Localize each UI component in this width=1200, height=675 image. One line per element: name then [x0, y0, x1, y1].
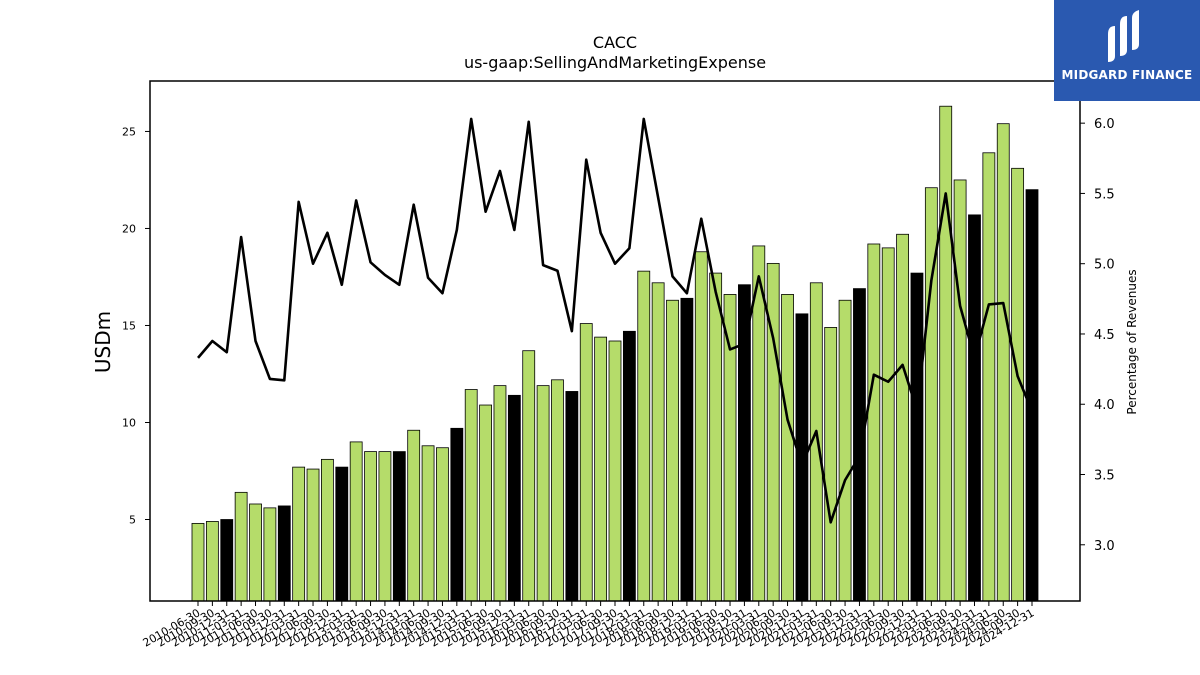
y2-tick-label: 3.0: [1094, 539, 1115, 554]
bar-2014-12-31: [450, 427, 464, 602]
brand-logo: MIDGARD FINANCE: [1054, 0, 1200, 101]
bar-2016-03-31: [522, 350, 536, 602]
y2-tick-label: 5.0: [1094, 258, 1115, 273]
bars-group: [191, 105, 1039, 602]
bar-2016-06-30: [536, 385, 550, 602]
bar-2015-06-30: [479, 404, 492, 602]
y2-tick-label: 4.0: [1094, 398, 1115, 413]
y2-axis-label: Percentage of Revenues: [1125, 269, 1139, 414]
bar-2022-09-30: [896, 233, 909, 602]
pct-revenues-line-group: [197, 117, 1034, 524]
bar-2012-12-31: [335, 466, 349, 602]
bar-2018-09-30: [666, 299, 679, 602]
bar-2023-12-31: [968, 214, 981, 602]
bar-2015-09-30: [493, 385, 507, 602]
bar-2019-06-30: [709, 272, 723, 602]
bar-2018-06-30: [651, 282, 665, 602]
bar-2017-03-31: [579, 323, 593, 602]
bar-2012-06-30: [306, 468, 320, 602]
bar-2014-06-30: [421, 445, 435, 602]
bar-2019-09-30: [723, 294, 737, 602]
bar-2017-09-30: [608, 340, 622, 602]
bar-2022-12-31: [910, 272, 924, 602]
brand-logo-text: MIDGARD FINANCE: [1061, 68, 1193, 82]
bar-2018-03-31: [637, 270, 651, 602]
bar-2010-09-30: [205, 521, 219, 602]
midgard-logo-icon: [1108, 10, 1139, 62]
y2-tick-label: 4.5: [1094, 328, 1115, 343]
bar-2011-09-30: [263, 507, 277, 602]
y-axis-right: 3.0 3.5 4.0 4.5 5.0 5.5 6.0: [1080, 117, 1115, 554]
bar-2024-06-30: [996, 123, 1010, 602]
bar-2010-12-31: [220, 519, 234, 602]
x-axis: 2010-06-302010-09-302010-12-312011-03-31…: [141, 601, 1037, 650]
y-axis-left: 5 10 15 20 25: [122, 125, 150, 527]
bar-2017-06-30: [594, 336, 608, 602]
bar-2016-09-30: [551, 379, 564, 602]
bar-2018-12-31: [680, 297, 694, 602]
bar-2022-03-31: [867, 243, 881, 602]
bar-2020-06-30: [766, 262, 780, 602]
bar-2012-03-31: [292, 466, 306, 602]
chart-subtitle: us-gaap:SellingAndMarketingExpense: [464, 53, 766, 72]
bar-2021-09-30: [838, 299, 852, 602]
bar-2024-03-31: [982, 152, 996, 602]
bar-2020-09-30: [781, 294, 794, 602]
bar-2013-06-30: [364, 451, 377, 602]
y-tick-label: 10: [122, 416, 136, 429]
bar-2016-12-31: [565, 391, 579, 602]
bar-2014-09-30: [436, 447, 449, 602]
bar-2021-12-31: [853, 288, 866, 602]
bar-2022-06-30: [881, 247, 895, 602]
bar-2013-12-31: [392, 451, 406, 602]
bar-2011-12-31: [277, 505, 291, 602]
bar-2015-03-31: [464, 389, 478, 602]
y-tick-label: 20: [122, 222, 136, 235]
y2-tick-label: 5.5: [1094, 187, 1115, 202]
bar-2023-06-30: [939, 105, 953, 602]
y2-tick-label: 3.5: [1094, 469, 1115, 484]
bar-2019-12-31: [738, 284, 751, 602]
bar-2013-09-30: [378, 451, 392, 602]
bar-2010-06-30: [191, 522, 205, 602]
y-tick-label: 25: [122, 125, 136, 138]
bar-2021-06-30: [824, 327, 838, 602]
chart-title: CACC: [593, 33, 637, 52]
y-axis-label: USDm: [91, 311, 115, 373]
bar-2023-09-30: [953, 179, 967, 602]
bar-2013-03-31: [349, 441, 363, 602]
pct-revenues-line: [197, 117, 1034, 524]
bar-2024-12-31: [1025, 189, 1039, 602]
bar-2017-12-31: [622, 330, 636, 602]
bar-2019-03-31: [694, 251, 708, 602]
y-tick-label: 15: [122, 319, 136, 332]
bar-2015-12-31: [507, 394, 521, 602]
y2-tick-label: 6.0: [1094, 117, 1115, 132]
y-tick-label: 5: [129, 514, 136, 527]
bar-2011-03-31: [234, 491, 248, 602]
bar-2011-06-30: [249, 503, 262, 602]
bar-2014-03-31: [407, 429, 421, 602]
bar-2012-09-30: [321, 458, 334, 602]
